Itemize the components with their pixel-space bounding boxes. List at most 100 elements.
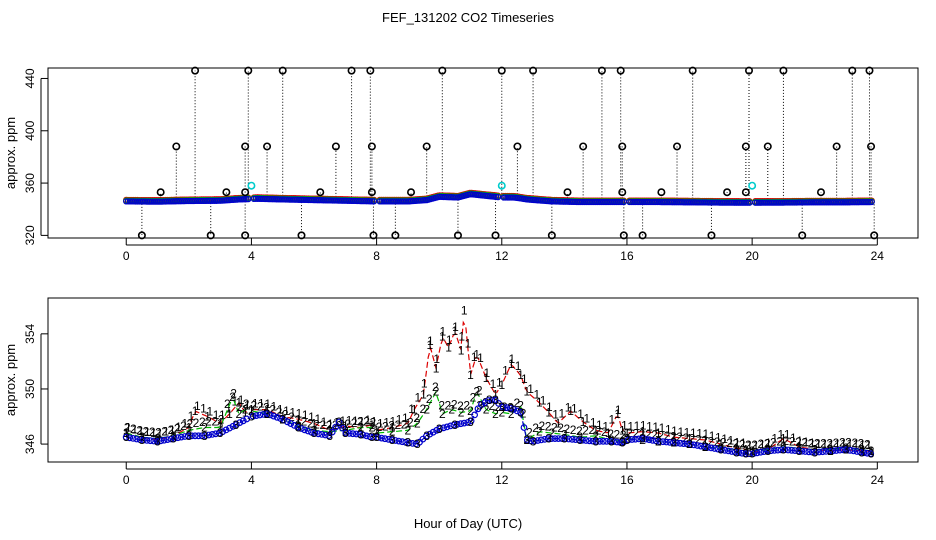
bottom-series-2-label: 2 (307, 416, 314, 430)
bottom-series-1-label: 1 (352, 414, 359, 428)
bottom-series-3-data-label: 3 (577, 433, 584, 447)
bottom-series-3-point (805, 448, 813, 456)
bottom-series-3-point (491, 396, 499, 404)
top-series-3-point (618, 198, 626, 206)
bottom-series-3-data-label: 3 (248, 410, 255, 424)
bottom-series-2-data-label: 2 (548, 426, 555, 440)
bottom-series-3-point (315, 430, 322, 438)
top-series-3-point (864, 198, 872, 206)
bottom-series-2-label: 2 (707, 434, 714, 448)
bottom-series-3-data-label: 3 (154, 434, 161, 448)
bottom-series-2-label: 2 (282, 407, 289, 421)
bottom-series-3-point (381, 435, 389, 443)
mid-outlier-point (156, 188, 165, 197)
bottom-series-3-point (328, 428, 336, 436)
low-outlier-point (707, 231, 716, 240)
bottom-series-3-data-label: 3 (592, 434, 599, 448)
bottom-series-1-label: 1 (238, 393, 245, 407)
bottom-series-2-label: 2 (814, 437, 821, 451)
bottom-series-3-point (474, 405, 482, 413)
bottom-series-1-label: 1 (433, 352, 440, 366)
bottom-series-1-data-label: 1 (405, 416, 412, 430)
bottom-series-1-label: 1 (709, 429, 716, 443)
high-outlier-point (848, 66, 857, 75)
bottom-series-3-data-label: 3 (311, 426, 318, 440)
bottom-series-1-label: 1 (150, 426, 157, 440)
high-outlier-point (366, 66, 375, 75)
bottom-series-3-point (143, 437, 151, 444)
bottom-series-2-label: 2 (689, 432, 696, 446)
bottom-series-2-label: 2 (205, 415, 212, 429)
bottom-series-3-data-label: 3 (436, 422, 443, 436)
top-x-tick-label: 16 (620, 249, 634, 263)
bottom-series-2-data-label: 2 (448, 403, 455, 417)
bottom-series-2-data-label: 2 (295, 419, 302, 433)
high-outlier-point (745, 66, 754, 75)
bottom-series-3-point (628, 436, 636, 443)
bottom-series-2-label: 2 (218, 412, 225, 426)
bottom-series-3-data-label: 3 (486, 393, 493, 407)
bottom-series-3-point (586, 437, 593, 445)
bottom-series-1-data-label: 1 (458, 343, 465, 357)
top-x-tick-label: 4 (248, 249, 255, 263)
mid-outlier-point (367, 188, 376, 197)
bottom-series-3-data-label: 3 (796, 444, 803, 458)
bottom-series-3-data-label: 3 (811, 445, 818, 459)
bottom-series-3-point (378, 434, 386, 442)
bottom-series-3-point (184, 432, 192, 440)
bottom-series-2-label: 2 (230, 387, 237, 401)
bottom-series-1-label: 1 (271, 400, 278, 414)
bottom-series-1-data-label: 1 (342, 419, 349, 433)
bottom-series-3-point (392, 437, 399, 444)
bottom-series-2-label: 2 (149, 425, 156, 439)
bottom-series-3-point (398, 438, 406, 446)
bottom-series-3-data-label: 3 (342, 426, 349, 440)
bottom-series-3-point (551, 435, 559, 443)
bottom-series-1-data-label: 1 (517, 368, 524, 382)
bottom-series-3-data-label: 3 (655, 434, 662, 448)
bottom-series-1-data-label: 1 (439, 330, 446, 344)
bottom-series-2-label: 2 (211, 415, 218, 429)
high-outlier-point (579, 142, 588, 151)
bottom-series-2-label: 2 (276, 405, 283, 419)
bottom-series-3-point (725, 447, 732, 455)
bottom-series-3-point (700, 443, 708, 451)
bottom-series-1-label: 1 (296, 406, 303, 420)
bottom-series-3-point (126, 434, 134, 442)
bottom-series-3-point (683, 440, 691, 448)
bottom-series-2-label: 2 (864, 437, 871, 451)
bottom-series-3-data-label: 3 (405, 436, 412, 450)
bottom-series-3-point (429, 428, 437, 436)
bottom-series-1-data-label: 1 (619, 423, 626, 437)
bottom-series-1-label: 1 (715, 430, 722, 444)
bottom-series-2-label: 2 (224, 397, 231, 411)
bottom-series-1-label: 1 (156, 426, 163, 440)
bottom-series-3-point (857, 448, 864, 456)
bottom-series-3-point (513, 407, 521, 415)
bottom-series-2-label: 2 (676, 430, 683, 444)
bottom-series-3-point (774, 446, 782, 454)
bottom-series-3-data-label: 3 (624, 433, 631, 447)
bottom-series-3-point (572, 436, 579, 444)
bottom-series-3-point (426, 430, 434, 438)
bottom-series-2-label: 2 (236, 400, 243, 414)
bottom-series-1-data-label: 1 (592, 423, 599, 437)
bottom-series-3-point (613, 438, 621, 446)
bottom-series-1-label: 1 (396, 413, 403, 427)
bottom-series-2-data-label: 2 (492, 407, 499, 421)
bottom-series-1-label: 1 (728, 434, 735, 448)
top-x-axis: 0 4 8 12 16 20 24 (123, 238, 884, 263)
bottom-series-3-point (663, 438, 670, 446)
mid-outlier-point (316, 188, 325, 197)
bottom-series-2-label: 2 (136, 424, 143, 438)
high-outlier-point (497, 66, 506, 75)
bottom-series-1-label: 1 (490, 377, 497, 391)
bottom-series-3-data-label: 3 (702, 440, 709, 454)
bottom-series-1-label: 1 (508, 352, 515, 366)
bottom-series-3-point (652, 437, 660, 445)
bottom-series-3-point (836, 446, 844, 454)
bottom-series-3-point (370, 433, 377, 441)
cyan-outlier-point (247, 181, 256, 190)
bottom-series-3-data-label: 3 (561, 432, 568, 446)
bottom-series-1-label: 1 (765, 436, 772, 450)
